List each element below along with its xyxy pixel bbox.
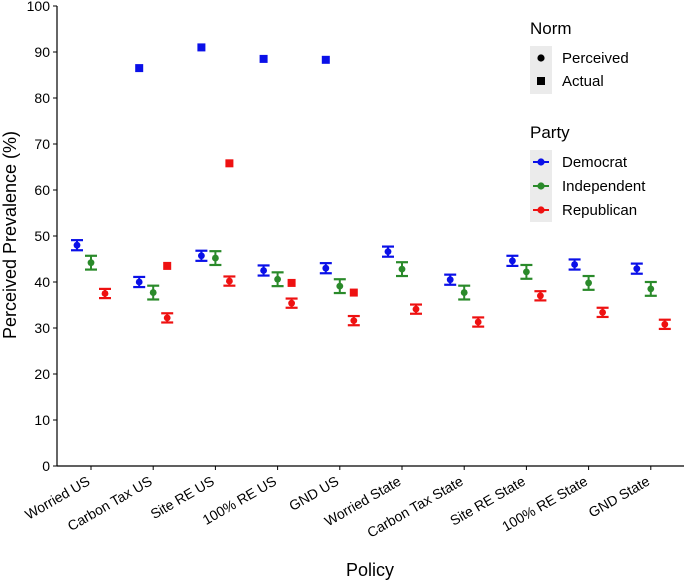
legend-label: Perceived	[562, 50, 629, 67]
perceived-point	[260, 267, 267, 274]
y-axis-title: Perceived Prevalence (%)	[0, 131, 20, 339]
perceived-point	[226, 277, 233, 285]
y-tick-label: 20	[34, 366, 50, 382]
perceived-point	[460, 289, 468, 296]
perceived-point	[647, 285, 655, 293]
actual-point	[135, 64, 144, 73]
perceived-point	[571, 261, 578, 268]
perceived-point	[73, 241, 81, 249]
actual-point	[349, 288, 358, 297]
perceived-point	[322, 264, 330, 272]
actual-point	[225, 159, 234, 168]
actual-point	[287, 278, 296, 287]
y-tick-label: 70	[34, 136, 50, 152]
perceived-point	[661, 320, 669, 328]
y-tick-label: 0	[42, 458, 50, 474]
x-tick-label: GND State	[586, 473, 653, 521]
legend-key-square	[537, 77, 545, 85]
perceived-point	[198, 252, 205, 260]
x-axis-title: Policy	[346, 560, 394, 580]
perceived-point	[398, 265, 406, 273]
perceived-point	[384, 248, 392, 256]
perceived-point	[87, 259, 95, 267]
legend-label: Actual	[562, 73, 604, 90]
perceived-point	[274, 275, 281, 283]
perceived-point	[412, 305, 420, 313]
perceived-point	[446, 276, 454, 284]
perceived-point	[101, 290, 109, 297]
actual-point	[197, 43, 206, 52]
actual-point	[259, 54, 268, 63]
perceived-point	[149, 289, 157, 296]
actual-point	[163, 261, 172, 270]
perceived-point	[336, 282, 344, 290]
perceived-point	[350, 317, 358, 325]
y-tick-label: 90	[34, 44, 50, 60]
legend-key-circle	[537, 182, 545, 190]
perceived-point	[135, 278, 143, 286]
perceived-point	[537, 292, 544, 300]
y-tick-label: 10	[34, 412, 50, 428]
legend-norm: Norm Perceived Actual	[530, 19, 629, 94]
actual-point	[321, 55, 330, 64]
perceived-point	[163, 314, 171, 322]
y-tick-label: 30	[34, 320, 50, 336]
y-tick-label: 50	[34, 228, 50, 244]
y-tick-label: 60	[34, 182, 50, 198]
perceived-point	[523, 268, 530, 276]
perceived-point	[509, 257, 516, 265]
plot-area	[71, 43, 671, 331]
legend-norm-title: Norm	[530, 19, 572, 38]
y-tick-label: 80	[34, 90, 50, 106]
legend-label: Republican	[562, 202, 637, 219]
perceived-point	[288, 299, 295, 307]
perceived-point	[474, 318, 482, 326]
perceived-point	[585, 279, 592, 287]
y-tick-label: 40	[34, 274, 50, 290]
legend-party: Party Democrat Independent Republican	[530, 123, 646, 222]
legend-party-title: Party	[530, 123, 570, 142]
legend-key-background	[530, 46, 552, 94]
legend-label: Democrat	[562, 154, 628, 171]
perceived-point	[633, 265, 641, 273]
x-tick-label: GND US	[286, 473, 341, 514]
perceived-point	[599, 308, 606, 316]
legend-label: Independent	[562, 178, 646, 195]
perceived-point	[212, 254, 219, 262]
legend-key-circle	[537, 206, 545, 214]
legend-key-circle	[537, 54, 545, 62]
legend-key-circle	[537, 158, 545, 166]
y-tick-label: 100	[27, 0, 51, 14]
